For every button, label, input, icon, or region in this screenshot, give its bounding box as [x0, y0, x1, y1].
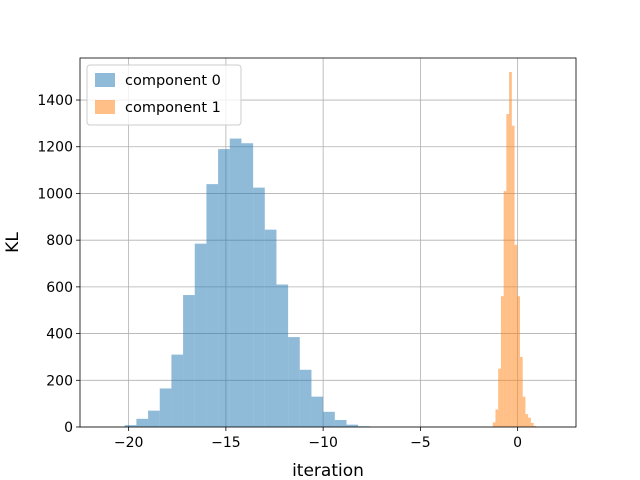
histogram-bar-component-1: [533, 425, 537, 427]
histogram-bar-component-0: [206, 184, 219, 427]
histogram-bar-component-1: [492, 422, 496, 427]
histogram-bars: [124, 72, 537, 428]
histogram-bar-component-0: [159, 388, 172, 427]
legend-label-component-0: component 0: [125, 73, 221, 89]
histogram-bar-component-0: [253, 187, 265, 427]
histogram-bar-component-1: [519, 356, 523, 427]
y-tick-label: 1000: [37, 186, 73, 202]
histogram-bar-component-0: [311, 396, 324, 427]
x-tick-label: −5: [410, 435, 431, 451]
x-tick-label: 0: [513, 435, 522, 451]
histogram-bar-component-0: [136, 418, 149, 427]
x-tick-label: −20: [114, 435, 144, 451]
histogram-bar-component-0: [218, 149, 230, 427]
histogram-bar-component-0: [346, 424, 359, 427]
y-tick-label: 1400: [37, 93, 73, 109]
histogram-bar-component-1: [525, 414, 529, 427]
plot-frame: [79, 57, 577, 428]
histogram-bar-component-0: [194, 243, 207, 427]
y-tick-label: 0: [64, 420, 73, 436]
x-tick-label: −10: [308, 435, 338, 451]
legend-frame: [86, 64, 242, 126]
histogram-bar-component-1: [500, 296, 504, 427]
y-tick-label: 1200: [37, 140, 73, 156]
histogram-bar-component-0: [148, 410, 160, 427]
legend-swatch-component-0: [95, 73, 115, 87]
histogram-bar-component-0: [299, 369, 312, 427]
y-tick-label: 800: [46, 233, 73, 249]
histogram-bar-component-0: [241, 143, 254, 428]
histogram-bar-component-1: [498, 368, 501, 427]
histogram-bar-component-1: [522, 396, 526, 427]
histogram-bar-component-1: [506, 114, 510, 428]
histogram-bar-component-0: [323, 411, 335, 427]
legend-swatch-component-1: [95, 100, 115, 114]
legend-label-component-1: component 1: [125, 100, 221, 116]
y-tick-label: 600: [46, 280, 73, 296]
axis-ticks: −20 −15 −10 −5 0 0 200 400 600 800 1000 1200 1400: [37, 93, 522, 451]
histogram-bar-component-1: [495, 409, 499, 427]
histogram-bar-component-0: [183, 295, 195, 427]
histogram-bar-component-0: [334, 419, 347, 427]
x-axis-label: iteration: [292, 461, 364, 480]
y-axis-label: KL: [3, 232, 23, 253]
histogram-bar-component-1: [517, 296, 520, 427]
histogram-bar-component-0: [288, 337, 300, 427]
histogram-bar-component-0: [264, 229, 277, 427]
histogram-bar-component-1: [530, 422, 534, 427]
histogram-bar-component-1: [503, 191, 507, 427]
histogram-bar-component-1: [511, 125, 515, 428]
y-tick-label: 200: [46, 373, 73, 389]
histogram-bar-component-0: [229, 138, 242, 427]
histogram-bar-component-0: [171, 354, 184, 427]
x-tick-label: −15: [211, 435, 241, 451]
y-tick-label: 400: [46, 327, 73, 343]
histogram-bar-component-1: [514, 244, 518, 427]
histogram-bar-component-0: [276, 284, 289, 427]
histogram-bar-component-1: [528, 417, 531, 427]
histogram-bar-component-1: [509, 72, 512, 427]
legend: component 0 component 1: [86, 64, 242, 126]
histogram-bar-component-0: [124, 425, 137, 427]
